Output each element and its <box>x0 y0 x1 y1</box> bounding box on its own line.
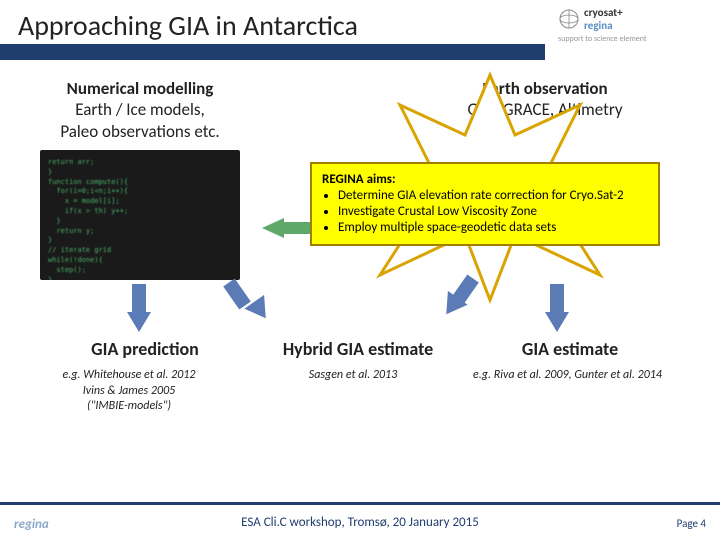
arrow-down-left <box>127 312 151 332</box>
arrow-down-right <box>545 312 569 332</box>
logo-block: cryosat+ regina support to science eleme… <box>558 6 708 44</box>
regina-aims-callout: REGINA aims: Determine GIA elevation rat… <box>310 162 660 246</box>
arrow-stem <box>223 279 251 310</box>
callout-title: REGINA aims: <box>322 172 648 187</box>
slide-title: Approaching GIA in Antarctica <box>18 8 358 43</box>
logo-line1: cryosat+ <box>584 6 623 19</box>
logo-subtitle: support to science element <box>558 34 708 44</box>
arrow-stem <box>132 284 146 314</box>
callout-bullet: Determine GIA elevation rate correction … <box>338 188 648 203</box>
callout-bullet: Employ multiple space-geodetic data sets <box>338 220 648 235</box>
title-underline <box>0 44 545 60</box>
footer-center-text: ESA Cli.C workshop, Tromsø, 20 January 2… <box>0 515 720 530</box>
green-arrow-head <box>262 218 284 238</box>
left-heading-sub: Earth / Ice models, Paleo observations e… <box>60 99 219 141</box>
result-middle: Hybrid GIA estimate <box>258 338 458 360</box>
globe-icon <box>558 8 580 30</box>
cite-middle: Sasgen et al. 2013 <box>278 368 428 384</box>
callout-bullet-list: Determine GIA elevation rate correction … <box>338 188 648 235</box>
code-lines-decoration: return arr;}function compute(){ for(i=0;… <box>48 158 128 280</box>
green-arrow-stem <box>284 222 310 234</box>
left-heading-bold: Numerical modelling <box>67 78 214 99</box>
callout-bullet: Investigate Crustal Low Viscosity Zone <box>338 204 648 219</box>
result-left: GIA prediction <box>60 338 230 360</box>
left-column-heading: Numerical modelling Earth / Ice models, … <box>30 78 250 142</box>
cite-left: e.g. Whitehouse et al. 2012 Ivins & Jame… <box>24 368 234 415</box>
footer-page-number: Page 4 <box>677 517 706 530</box>
result-right: GIA estimate <box>490 338 650 360</box>
title-bar: Approaching GIA in Antarctica cryosat+ r… <box>0 0 720 58</box>
code-screenshot-figure: return arr;}function compute(){ for(i=0;… <box>40 150 240 280</box>
logo-line2: regina <box>584 19 623 32</box>
cite-right: e.g. Riva et al. 2009, Gunter et al. 201… <box>430 368 705 384</box>
footer-bar: regina ESA Cli.C workshop, Tromsø, 20 Ja… <box>0 502 720 540</box>
